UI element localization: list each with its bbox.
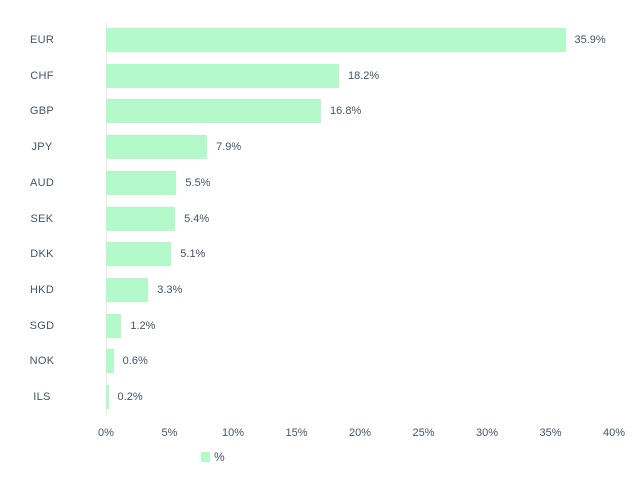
value-label: 0.2% [117,391,143,404]
bar-track: 5.1% [106,242,618,267]
bar[interactable] [106,135,208,160]
value-label: 5.4% [184,212,210,225]
bar-row: JPY 7.9% [0,129,618,165]
x-axis-tick-label: 0% [98,427,114,439]
category-label: JPY [31,141,53,154]
value-label: 5.1% [180,248,206,261]
bar-track: 0.2% [106,385,618,410]
bar-track: 0.6% [106,349,618,374]
x-axis-tick-label: 5% [161,427,178,439]
value-label: 1.2% [130,319,156,332]
category-label: HKD [29,284,55,296]
x-axis-tick-label: 25% [412,427,435,439]
category-label: NOK [29,355,55,368]
x-axis-tick-label: 10% [221,427,245,439]
bar-track: 16.8% [106,99,618,124]
x-axis-tick-label: 35% [539,427,562,439]
category-label: SEK [30,212,54,225]
category-label: AUD [29,176,55,189]
bar[interactable] [106,242,172,267]
category-label: DKK [30,248,54,261]
legend-label: % [214,450,225,464]
bar-row: CHF 18.2% [0,58,618,94]
bar-row: AUD 5.5% [0,165,618,201]
bar[interactable] [106,27,566,52]
value-label: 16.8% [330,105,362,118]
bar[interactable] [106,170,177,195]
bar[interactable] [106,206,176,231]
x-axis-tick-label: 15% [285,427,308,439]
value-label: 5.5% [185,176,211,189]
category-label: SGD [29,319,55,332]
bar[interactable] [106,349,114,374]
bar-row: SEK 5.4% [0,201,618,237]
bar-row: ILS 0.2% [0,379,618,415]
value-label: 0.6% [122,355,148,368]
value-label: 35.9% [574,33,606,46]
legend-swatch-icon [201,452,210,462]
category-label: CHF [30,69,54,82]
bar-track: 1.2% [106,313,618,338]
value-label: 18.2% [347,69,380,82]
bar-track: 5.4% [106,206,618,231]
bar[interactable] [106,313,122,338]
bar-row: HKD 3.3% [0,272,618,308]
bar-track: 5.5% [106,170,618,195]
x-axis-tick-label: 20% [348,427,372,439]
category-label: ILS [33,391,51,404]
bar-row: NOK 0.6% [0,344,618,380]
bar-track: 18.2% [106,63,618,88]
category-label: EUR [29,33,55,46]
plot-area: EUR 35.9% CHF 18.2% GBP 16.8% JPY 7.9% AUD 5.5% SE… [0,22,618,415]
legend[interactable]: % [201,450,225,464]
bar-row: SGD 1.2% [0,308,618,344]
bar-row: DKK 5.1% [0,236,618,272]
bar-row: GBP 16.8% [0,93,618,129]
bar[interactable] [106,385,109,410]
bar[interactable] [106,278,149,302]
bar[interactable] [106,99,322,124]
bar[interactable] [106,63,339,88]
category-label: GBP [29,105,55,118]
bar-track: 7.9% [106,135,618,160]
x-axis-tick-label: 40% [602,427,626,439]
value-label: 7.9% [216,141,242,154]
x-axis-tick-label: 30% [475,427,499,439]
x-axis: 0% 5% 10% 15% 20% 25% 30% 35% 40% [98,427,625,441]
bar-track: 35.9% [106,27,618,52]
bar-row: EUR 35.9% [0,22,618,58]
value-label: 3.3% [157,284,183,296]
bar-track: 3.3% [106,278,618,302]
